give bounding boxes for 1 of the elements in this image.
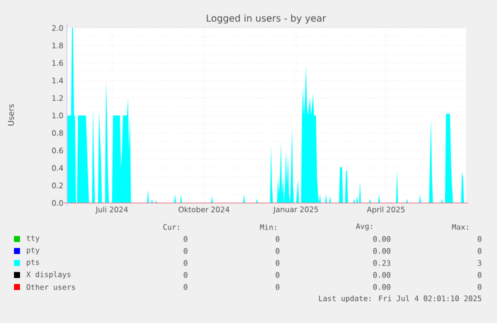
chart-title: Logged in users - by year	[206, 14, 326, 24]
